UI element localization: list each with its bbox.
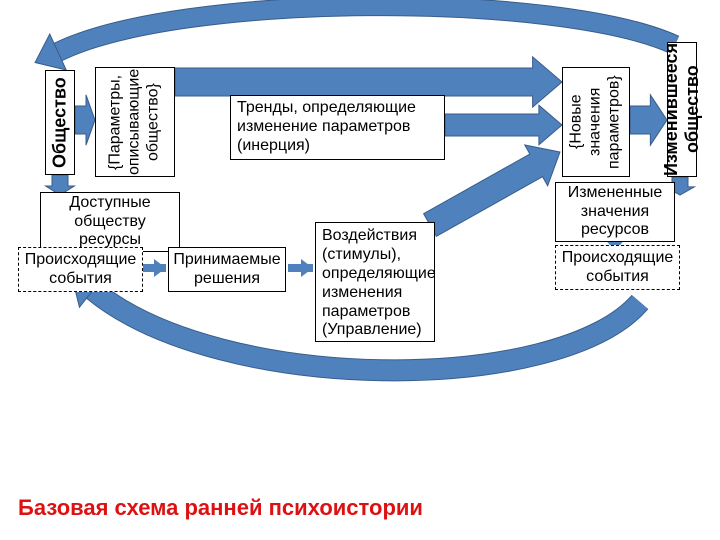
node-text: Измененные значения ресурсов (562, 184, 668, 241)
node-text: Воздействия (стимулы), определяющие изме… (322, 227, 436, 340)
node-text: Принимаемые решения (173, 251, 280, 289)
node-resources: Доступные обществу ресурсы (40, 192, 180, 252)
node-text: {Параметры, описывающие общество} (107, 69, 164, 175)
node-new-params: {Новые значения параметров} (562, 67, 630, 177)
node-text: Тренды, определяющие изменение параметро… (237, 99, 438, 156)
node-text: Происходящие события (562, 249, 674, 287)
title-text: Базовая схема ранней психоистории (18, 495, 423, 520)
node-society: Общество (45, 70, 75, 175)
node-decisions: Принимаемые решения (168, 247, 286, 292)
node-text: Общество (49, 77, 70, 168)
node-text: {Новые значения параметров} (568, 72, 625, 172)
node-events-1: Происходящие события (18, 247, 143, 292)
node-changed-society: Изменившееся общество (667, 42, 697, 177)
diagram-title: Базовая схема ранней психоистории (18, 495, 423, 521)
node-text: Доступные обществу ресурсы (47, 194, 173, 251)
node-stimuli: Воздействия (стимулы), определяющие изме… (315, 222, 435, 342)
node-params: {Параметры, описывающие общество} (95, 67, 175, 177)
node-text: Происходящие события (25, 251, 137, 289)
node-text: Изменившееся общество (661, 43, 703, 176)
node-res-changed: Измененные значения ресурсов (555, 182, 675, 242)
node-trends: Тренды, определяющие изменение параметро… (230, 95, 445, 160)
node-events-2: Происходящие события (555, 245, 680, 290)
